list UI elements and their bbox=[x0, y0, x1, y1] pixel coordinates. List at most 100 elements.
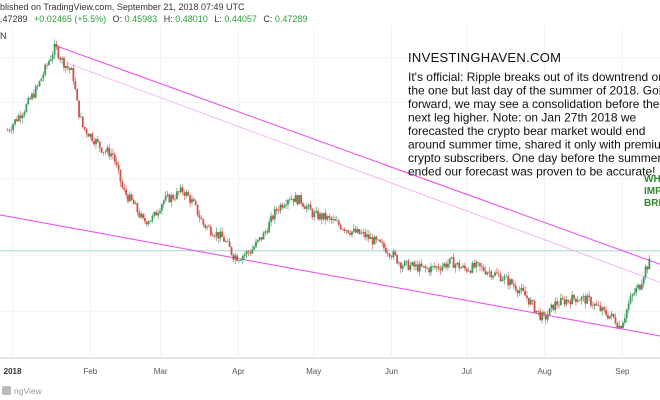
candle-body bbox=[80, 116, 82, 118]
candle-body bbox=[366, 234, 368, 238]
candle-body bbox=[240, 259, 242, 261]
candle-body bbox=[443, 263, 446, 267]
candle-body bbox=[121, 181, 124, 188]
x-axis-ticks: 2018 Feb Mar Apr May Jun Jul Aug Sep bbox=[4, 367, 630, 376]
candle-body bbox=[358, 229, 361, 234]
annotation-line-2: the one but last day of the summer of 20… bbox=[408, 84, 660, 98]
candle-body bbox=[304, 206, 306, 209]
candle-body bbox=[268, 221, 271, 233]
candle-body bbox=[285, 204, 287, 206]
candle-body bbox=[582, 296, 585, 297]
candle-body bbox=[145, 221, 148, 225]
candle-body bbox=[187, 191, 190, 196]
candle-body bbox=[531, 300, 534, 301]
candle-body bbox=[537, 310, 540, 312]
candle-body bbox=[601, 307, 604, 311]
candle-body bbox=[477, 262, 479, 264]
candle-body bbox=[337, 220, 340, 225]
candle-body bbox=[591, 305, 594, 307]
candle-body bbox=[226, 241, 229, 243]
annotation-line-8: ended our forecast was proven to be accu… bbox=[408, 165, 655, 179]
candle-body bbox=[435, 266, 438, 268]
candle-body bbox=[279, 204, 282, 211]
candle-body bbox=[136, 203, 139, 213]
candle-body bbox=[260, 237, 263, 240]
header-c-value: 0.47289 bbox=[275, 14, 308, 24]
candle-body bbox=[294, 195, 297, 202]
side-label-1: WH bbox=[644, 174, 660, 185]
candle-body bbox=[631, 294, 634, 297]
header-l-value: 0.44057 bbox=[224, 14, 257, 24]
candle-body bbox=[533, 300, 536, 313]
candle-body bbox=[623, 318, 626, 323]
candle-body bbox=[159, 210, 161, 214]
candle-body bbox=[251, 249, 254, 254]
candle-body bbox=[183, 192, 186, 196]
candle-body bbox=[174, 198, 176, 200]
candle-body bbox=[367, 234, 370, 240]
candle-body bbox=[424, 266, 427, 269]
candle-body bbox=[317, 210, 319, 220]
x-tick-label: Feb bbox=[83, 367, 97, 376]
candle-body bbox=[125, 189, 128, 195]
candle-body bbox=[89, 133, 92, 137]
candle-body bbox=[215, 231, 218, 237]
annotation-line-1: It's official: Ripple breaks out of its … bbox=[408, 70, 660, 84]
candle-body bbox=[320, 213, 323, 220]
candle-body bbox=[448, 258, 451, 264]
candle-body bbox=[162, 200, 165, 205]
candle-body bbox=[108, 147, 111, 157]
candle-body bbox=[377, 239, 380, 241]
candle-body bbox=[40, 78, 43, 82]
candle-body bbox=[200, 218, 203, 220]
candle-body bbox=[238, 260, 240, 262]
candle-body bbox=[607, 314, 609, 319]
candle-body bbox=[401, 265, 404, 269]
candle-body bbox=[266, 231, 269, 233]
candle-body bbox=[554, 301, 557, 311]
candle-body bbox=[511, 279, 513, 285]
candle-body bbox=[620, 325, 623, 329]
candle-body bbox=[149, 220, 152, 222]
candle-body bbox=[23, 111, 26, 116]
candle-body bbox=[104, 151, 107, 153]
candle-body bbox=[59, 57, 62, 60]
candle-body bbox=[217, 231, 220, 239]
candle-body bbox=[196, 204, 199, 216]
candle-body bbox=[548, 308, 551, 316]
candle-body bbox=[138, 212, 141, 218]
candle-body bbox=[198, 215, 201, 219]
candle-body bbox=[550, 304, 553, 309]
header-c-label: C: bbox=[263, 14, 272, 24]
candle-body bbox=[336, 220, 338, 222]
candle-body bbox=[529, 300, 532, 305]
candle-body bbox=[471, 263, 474, 273]
candle-body bbox=[390, 256, 393, 258]
candle-body bbox=[302, 203, 304, 207]
candle-body bbox=[627, 303, 630, 310]
candle-body bbox=[405, 260, 408, 262]
candle-body bbox=[93, 141, 96, 145]
candle-body bbox=[106, 147, 109, 152]
x-tick-label: May bbox=[306, 367, 321, 376]
candle-body bbox=[172, 195, 175, 199]
candle-body bbox=[625, 309, 628, 319]
candle-body bbox=[213, 235, 216, 237]
candle-body bbox=[19, 115, 22, 119]
candle-body bbox=[300, 195, 303, 204]
candle-body bbox=[34, 86, 37, 98]
candle-body bbox=[375, 236, 378, 240]
candle-body bbox=[95, 139, 97, 145]
candle-body bbox=[450, 257, 453, 259]
candle-body bbox=[467, 270, 470, 272]
candle-body bbox=[256, 239, 259, 242]
candle-body bbox=[283, 205, 286, 208]
candle-body bbox=[191, 199, 193, 203]
candle-body bbox=[311, 209, 314, 218]
candle-body bbox=[83, 126, 86, 130]
candle-body bbox=[330, 217, 333, 220]
header-change: +0.02465 (+5.5%) bbox=[34, 14, 106, 24]
candle-body bbox=[573, 294, 575, 299]
candle-body bbox=[234, 255, 237, 260]
